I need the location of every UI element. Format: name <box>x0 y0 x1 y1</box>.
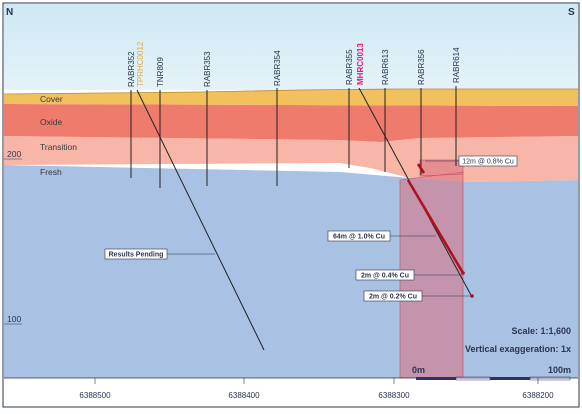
upper-mineralised-zone <box>419 159 464 177</box>
scale-ratio: Scale: 1:1,600 <box>511 326 571 336</box>
scale-bar-start: 0m <box>412 365 425 375</box>
layer-label-fresh: Fresh <box>40 167 62 177</box>
results-pending-text: Results Pending <box>109 252 164 259</box>
vertical-drillholes <box>130 86 457 188</box>
corner-south: S <box>568 7 575 18</box>
callout-64m: 64m @ 1.0% Cu <box>327 230 391 242</box>
scale-bar-end: 100m <box>548 365 571 375</box>
label-rabr356: RABR356 <box>417 49 426 85</box>
sky <box>4 4 578 90</box>
scale-bar <box>416 376 571 381</box>
callout-results-pending: Results Pending <box>104 248 168 260</box>
vertical-exaggeration: Vertical exaggeration: 1x <box>465 344 571 354</box>
label-rabr614: RABR614 <box>452 47 461 83</box>
drillhole-tprhc0012-trace <box>136 89 265 351</box>
easting-label-6388500: 6388500 <box>79 391 111 400</box>
label-rabr352: RABR352 <box>127 51 136 87</box>
ground-surface <box>3 88 578 95</box>
intercept-2m-a-text: 2m @ 0.4% Cu <box>361 273 409 280</box>
label-tprhc0012: TPRHC0012 <box>136 41 145 87</box>
label-rabr355: RABR355 <box>345 49 354 85</box>
high-grade-trace <box>406 179 465 274</box>
layer-label-transition: Transition <box>40 142 77 152</box>
layer-label-cover: Cover <box>40 94 63 104</box>
easting-label-6388400: 6388400 <box>228 391 260 400</box>
easting-ticks <box>94 378 539 384</box>
layer-label-oxide: Oxide <box>40 117 62 127</box>
label-rabr613: RABR613 <box>381 49 390 85</box>
cover-layer <box>4 89 578 106</box>
callout-leaders <box>166 160 472 297</box>
callout-2m-b: 2m @ 0.2% Cu <box>363 290 423 302</box>
oxide-layer <box>4 104 578 142</box>
label-tnr809: TNR809 <box>156 57 165 87</box>
intercept-2m-b-text: 2m @ 0.2% Cu <box>369 294 417 301</box>
label-rabr353: RABR353 <box>203 51 212 87</box>
elevation-label-200: 200 <box>7 149 21 159</box>
corner-north: N <box>6 7 13 18</box>
callout-12m: 12m @ 0.8% Cu <box>458 155 518 167</box>
easting-label-6388300: 6388300 <box>378 391 410 400</box>
label-mhrc0013: MHRC0013 <box>356 43 365 85</box>
intercept-64m-text: 64m @ 1.0% Cu <box>333 234 385 241</box>
intercept-12m-text: 12m @ 0.8% Cu <box>462 159 514 166</box>
intercept-marker-a <box>461 271 465 275</box>
easting-label-6388200: 6388200 <box>522 391 554 400</box>
elevation-label-100: 100 <box>7 314 21 324</box>
callout-2m-a: 2m @ 0.4% Cu <box>355 269 415 281</box>
label-rabr354: RABR354 <box>273 50 282 86</box>
upper-intercept-trace <box>416 163 426 174</box>
